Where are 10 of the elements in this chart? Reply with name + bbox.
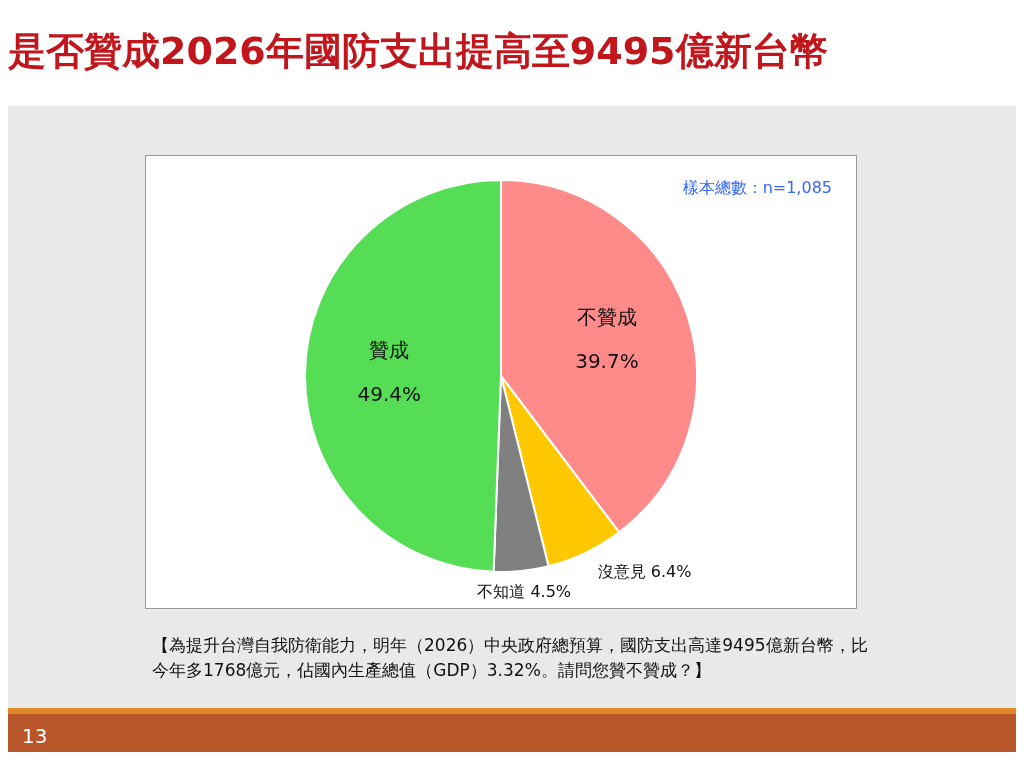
text: 13: [22, 724, 48, 748]
slice-label: 不贊成: [576, 304, 637, 329]
data-label: 49.4%: [357, 382, 422, 407]
slice-label: 贊成: [369, 338, 410, 363]
data-label: 39.7%: [575, 348, 639, 373]
slice-label: 沒意見 6.4%: [597, 561, 692, 581]
text: 【為提升台灣自我防衛能力，明年（2026）中央政府總預算，國防支出高達9495億新台幣，比今年多1768億元，佔國內生產總值（GDP）3.32%。請問您贊不贊成？】: [152, 634, 869, 682]
chart-title: 是否贊成2026年國防支出提高至9495億新台幣: [8, 28, 828, 75]
slice-label: 不知道 4.5%: [477, 581, 572, 601]
text: 樣本總數：n=1,085: [682, 178, 832, 199]
